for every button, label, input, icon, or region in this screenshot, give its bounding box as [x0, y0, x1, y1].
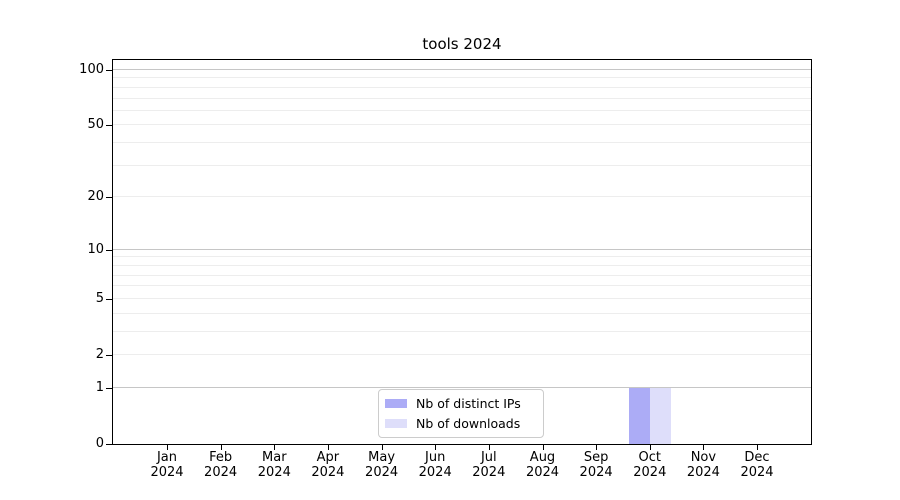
x-tick-mark-oct — [649, 445, 651, 450]
y-tick-label-10: 10 — [87, 241, 104, 257]
chart-title: tools 2024 — [422, 35, 502, 53]
x-tick-year: 2024 — [686, 465, 720, 480]
y-gridline-70 — [113, 97, 811, 99]
y-gridline-40 — [113, 142, 811, 144]
y-gridline-6 — [113, 285, 811, 287]
x-tick-label-sep: Sep 2024 — [564, 450, 628, 480]
y-tick-label-20: 20 — [87, 189, 104, 205]
x-tick-label-feb: Feb 2024 — [189, 450, 253, 480]
y-gridline-10 — [113, 248, 811, 250]
y-gridline-20 — [113, 196, 811, 198]
x-tick-month: Jan — [156, 450, 178, 465]
x-tick-month: Feb — [209, 450, 233, 465]
y-gridline-9 — [113, 256, 811, 258]
y-gridline-1 — [113, 386, 811, 388]
x-tick-month: Dec — [744, 450, 770, 465]
x-tick-mark-feb — [220, 445, 222, 450]
y-tick-mark-0 — [106, 444, 112, 445]
x-tick-month: May — [368, 450, 396, 465]
y-gridline-100 — [113, 69, 811, 70]
y-tick-mark-1 — [106, 387, 112, 389]
x-tick-year: 2024 — [740, 465, 774, 480]
x-tick-mark-apr — [327, 445, 329, 450]
x-tick-year: 2024 — [204, 465, 238, 480]
y-tick-label-1: 1 — [95, 379, 104, 395]
x-tick-mark-jan — [167, 445, 168, 450]
legend-item-0: Nb of distinct IPs — [385, 395, 535, 412]
legend-label-1: Nb of downloads — [416, 416, 521, 431]
x-tick-year: 2024 — [525, 465, 560, 480]
x-tick-mark-jun — [435, 445, 437, 450]
y-gridline-3 — [113, 330, 811, 332]
x-tick-year: 2024 — [150, 465, 184, 480]
y-gridline-90 — [113, 77, 811, 79]
y-gridline-7 — [113, 274, 811, 276]
legend-label-0: Nb of distinct IPs — [416, 396, 521, 411]
y-tick-mark-100 — [106, 70, 112, 71]
bar-nb-of-distinct-ips-oct — [628, 387, 650, 444]
y-tick-mark-50 — [106, 125, 112, 127]
x-tick-month: Apr — [316, 450, 340, 465]
legend: Nb of distinct IPs Nb of downloads — [378, 389, 544, 438]
y-gridline-4 — [113, 312, 811, 314]
x-tick-mark-mar — [274, 445, 276, 450]
x-tick-label-nov: Nov 2024 — [671, 450, 735, 480]
x-tick-month: Jul — [480, 450, 497, 465]
y-tick-mark-2 — [106, 355, 112, 356]
y-gridline-30 — [113, 164, 811, 166]
y-tick-mark-10 — [106, 249, 112, 251]
y-tick-label-5: 5 — [95, 290, 104, 306]
y-gridline-60 — [113, 109, 811, 111]
x-tick-year: 2024 — [418, 465, 452, 480]
x-tick-label-mar: Mar 2024 — [242, 450, 306, 480]
y-gridline-5 — [113, 297, 811, 299]
legend-item-1: Nb of downloads — [385, 415, 535, 432]
y-tick-mark-5 — [106, 298, 112, 300]
y-tick-mark-20 — [106, 197, 112, 199]
y-gridline-2 — [113, 354, 811, 355]
x-tick-year: 2024 — [579, 465, 613, 480]
x-tick-month: Jun — [425, 450, 446, 465]
x-tick-label-apr: Apr 2024 — [296, 450, 360, 480]
x-tick-year: 2024 — [472, 465, 506, 480]
x-tick-month: Nov — [690, 450, 717, 465]
x-tick-year: 2024 — [633, 465, 667, 480]
x-tick-mark-aug — [542, 445, 544, 450]
x-tick-mark-jul — [488, 445, 490, 450]
x-tick-year: 2024 — [365, 465, 399, 480]
bar-nb-of-downloads-oct — [649, 387, 671, 444]
x-tick-mark-nov — [703, 445, 705, 450]
x-tick-month: Sep — [583, 450, 609, 465]
y-tick-label-100: 100 — [79, 62, 104, 77]
x-tick-label-jan: Jan 2024 — [135, 450, 199, 480]
x-tick-month: Oct — [638, 450, 662, 465]
y-tick-label-50: 50 — [87, 117, 104, 133]
x-tick-label-aug: Aug 2024 — [511, 450, 575, 480]
y-gridline-80 — [113, 86, 811, 88]
x-tick-year: 2024 — [311, 465, 345, 480]
legend-swatch-0 — [385, 399, 407, 408]
x-tick-label-jun: Jun 2024 — [403, 450, 467, 480]
y-gridline-8 — [113, 264, 811, 266]
y-gridline-50 — [113, 124, 811, 126]
plot-area — [112, 59, 812, 445]
x-tick-label-oct: Oct 2024 — [618, 450, 682, 480]
x-tick-mark-sep — [596, 445, 598, 450]
y-tick-label-2: 2 — [95, 347, 104, 362]
x-tick-label-jul: Jul 2024 — [457, 450, 521, 480]
x-tick-month: Aug — [529, 450, 556, 465]
x-tick-year: 2024 — [257, 465, 291, 480]
x-tick-mark-may — [381, 445, 383, 450]
x-tick-label-dec: Dec 2024 — [725, 450, 789, 480]
x-tick-mark-dec — [757, 445, 758, 450]
legend-swatch-1 — [385, 419, 407, 428]
x-tick-label-may: May 2024 — [350, 450, 414, 480]
x-tick-month: Mar — [262, 450, 287, 465]
y-tick-label-0: 0 — [95, 436, 104, 451]
